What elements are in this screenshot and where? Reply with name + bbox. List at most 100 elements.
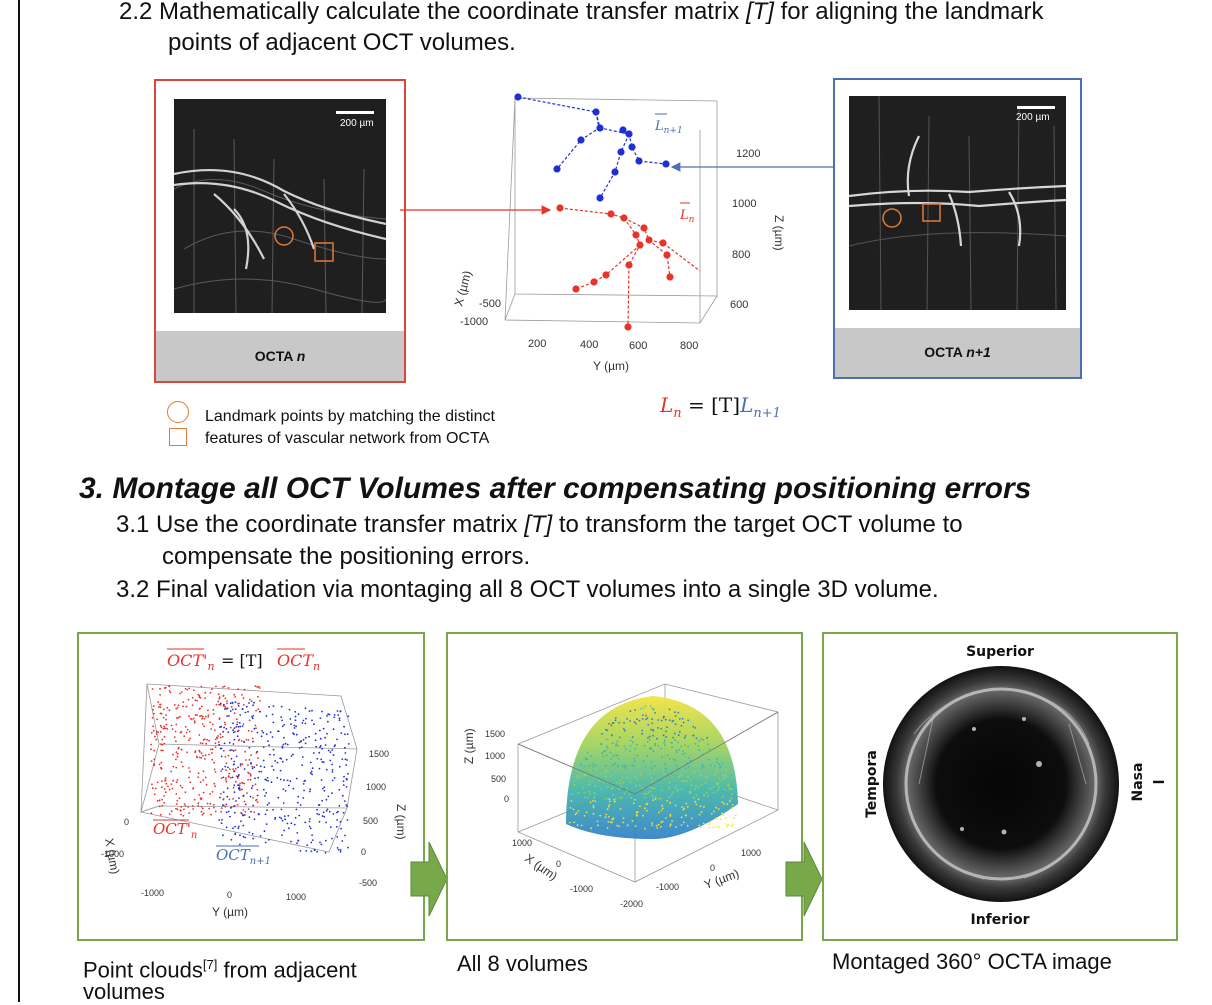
dome-point xyxy=(669,813,672,816)
label-blue: Ln+1 xyxy=(654,119,683,136)
pc-blue-point xyxy=(331,763,333,766)
pc-eq-rhs: OCTn xyxy=(277,651,320,673)
pc-blue-point xyxy=(326,732,328,735)
dome-point xyxy=(632,765,635,768)
dome-point xyxy=(707,758,710,761)
pc-blue-point xyxy=(236,730,239,733)
pc-blue-point xyxy=(265,823,268,825)
step-2-2-line1: 2.2 Mathematically calculate the coordin… xyxy=(119,0,1043,27)
dome-point xyxy=(641,714,644,716)
pc-red-point xyxy=(202,779,205,782)
pc-blue-point xyxy=(308,820,311,823)
dome-point xyxy=(726,803,729,806)
pc-red-point xyxy=(203,717,206,720)
dome-point xyxy=(648,738,651,741)
pc-blue-point xyxy=(322,761,325,764)
pc-red-point xyxy=(180,748,183,751)
pc-blue-point xyxy=(234,708,237,710)
pc-red-point xyxy=(158,805,161,808)
pc-blue-point xyxy=(233,770,235,773)
pc-blue-point xyxy=(229,815,231,818)
pc-blue-point xyxy=(333,716,336,719)
caption-text-b: from adjacent xyxy=(217,957,357,983)
dome-point xyxy=(674,786,677,788)
pc-blue-point xyxy=(233,760,236,763)
matrix-symbol: [T] xyxy=(745,0,774,25)
pc-red-point xyxy=(153,712,155,715)
pc-red-point xyxy=(209,802,212,805)
pc-blue-point xyxy=(294,715,297,718)
pc-red-point xyxy=(163,735,166,738)
dome-point xyxy=(633,721,636,723)
pc-blue-point xyxy=(244,711,247,714)
y-tick: 800 xyxy=(680,340,698,352)
dome-point xyxy=(647,736,649,739)
dome-point xyxy=(670,794,673,796)
pc-blue-point xyxy=(320,758,323,761)
step-3-2-line: 3.2 Final validation via montaging all 8… xyxy=(116,576,939,603)
dome-point xyxy=(608,804,611,806)
pc-blue-point xyxy=(292,732,294,735)
pc-blue-point xyxy=(282,743,285,746)
dome-point xyxy=(592,806,595,809)
pc-blue-point xyxy=(221,768,224,771)
pc-blue-point xyxy=(324,744,327,746)
pc-blue-point xyxy=(224,765,227,768)
dome-point xyxy=(702,822,705,825)
pc-blue-point xyxy=(322,787,324,790)
pc-red-point xyxy=(254,724,257,727)
dome-point xyxy=(675,764,678,767)
pc-blue-point xyxy=(332,728,335,731)
pc-red-point xyxy=(247,729,250,732)
pc-red-point xyxy=(157,706,160,708)
pc-red-point xyxy=(191,718,193,721)
dome-point xyxy=(588,790,590,793)
pc-red-point xyxy=(212,713,215,715)
pc-blue-point xyxy=(331,837,333,840)
octa-n1-vessels xyxy=(849,96,1066,310)
dome-point xyxy=(677,741,679,744)
dome-point xyxy=(605,813,608,816)
dome-point xyxy=(680,774,683,777)
pc-red-point xyxy=(155,730,158,733)
dome-point xyxy=(683,807,685,810)
dome-point xyxy=(615,754,617,756)
pc-blue-point xyxy=(325,839,327,842)
dome-y-tick: 0 xyxy=(710,863,715,873)
pc-blue-point xyxy=(239,763,242,765)
dome-point xyxy=(622,817,625,819)
dome-z-tick: 1500 xyxy=(485,729,505,739)
dome-point xyxy=(680,724,683,727)
pc-red-point xyxy=(209,721,212,724)
pc-blue-point xyxy=(279,757,282,759)
pc-blue-point xyxy=(257,813,260,816)
pc-blue-point xyxy=(271,713,274,716)
dome-point xyxy=(620,779,622,782)
dome-point xyxy=(724,775,727,778)
dome-point xyxy=(646,802,649,805)
dome-point xyxy=(708,826,710,829)
dome-point xyxy=(722,777,725,779)
dome-point xyxy=(721,812,723,815)
pc-red-point xyxy=(237,777,239,779)
dome-point xyxy=(669,824,672,827)
z-tick: 1000 xyxy=(732,198,756,210)
pc-red-point xyxy=(175,758,177,761)
dome-point xyxy=(604,769,607,772)
pc-z-tick: 0 xyxy=(361,847,366,857)
pc-red-point xyxy=(173,704,176,706)
pc-blue-point xyxy=(308,710,311,712)
dome-point xyxy=(657,811,660,814)
label-nasal-tail: l xyxy=(1152,780,1168,785)
dome-point xyxy=(632,741,634,744)
pc-blue-point xyxy=(253,766,256,768)
pc-blue-point xyxy=(219,702,222,705)
dome-point xyxy=(697,798,700,801)
dome-point xyxy=(633,757,636,760)
dome-point xyxy=(709,821,711,823)
pc-red-point xyxy=(217,700,220,703)
pc-blue-point xyxy=(283,736,285,739)
pc-red-point xyxy=(150,760,153,762)
pc-blue-point xyxy=(241,788,243,791)
pc-red-point xyxy=(224,805,227,808)
